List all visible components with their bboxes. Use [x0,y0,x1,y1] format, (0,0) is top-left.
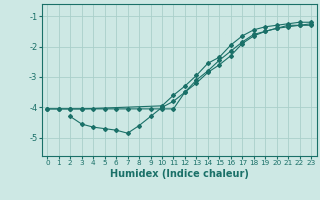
X-axis label: Humidex (Indice chaleur): Humidex (Indice chaleur) [110,169,249,179]
